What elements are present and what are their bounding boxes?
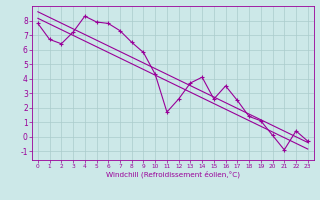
X-axis label: Windchill (Refroidissement éolien,°C): Windchill (Refroidissement éolien,°C) xyxy=(106,171,240,178)
